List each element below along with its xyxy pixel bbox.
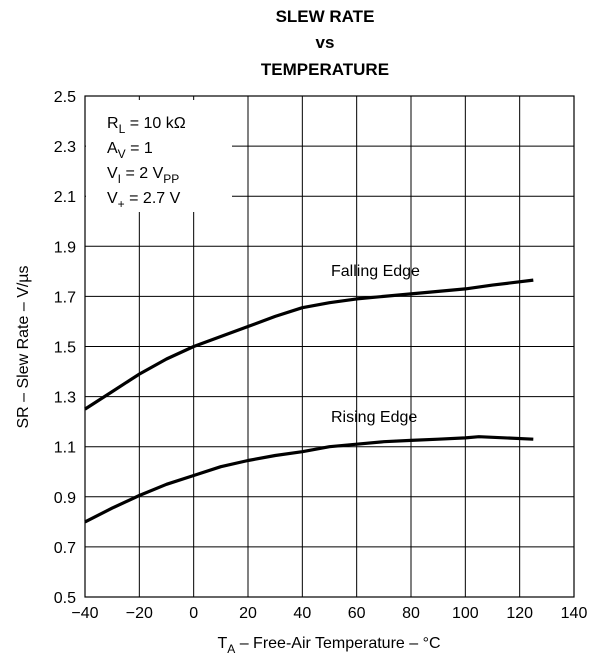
y-tick-label-8: 2.1	[54, 189, 76, 206]
condition-2-symbol: V	[107, 165, 118, 182]
plot-frame	[84, 95, 575, 598]
y-axis-label: SR – Slew Rate – V/µs	[15, 265, 32, 428]
y-tick-label-1: 0.7	[54, 540, 76, 557]
x-axis-label-symbol: T	[217, 635, 227, 652]
y-tick-label-4: 1.3	[54, 390, 76, 407]
condition-3-value: = 2.7 V	[125, 190, 181, 207]
rising-edge-label: Rising Edge	[331, 409, 417, 426]
condition-0-value: = 10 kΩ	[125, 115, 185, 132]
chart-title-line-2: vs	[316, 33, 335, 52]
y-tick-label-3: 1.1	[54, 440, 76, 457]
x-axis-label-text: – Free-Air Temperature – °C	[235, 635, 440, 652]
x-tick-label-8: 120	[506, 605, 533, 622]
x-axis-label-subscript: A	[227, 642, 235, 656]
chart-title-line-1: SLEW RATE	[276, 7, 375, 26]
chart-title: SLEW RATE vs TEMPERATURE	[261, 7, 389, 79]
x-tick-label-2: 0	[189, 605, 198, 622]
x-tick-label-1: −20	[126, 605, 153, 622]
condition-0-symbol: R	[107, 115, 119, 132]
y-tick-label-2: 0.9	[54, 490, 76, 507]
condition-3: V+ = 2.7 V	[107, 190, 181, 211]
condition-2-value: = 2 V	[121, 165, 164, 182]
condition-3-subscript: +	[118, 197, 125, 211]
x-tick-label-9: 140	[561, 605, 588, 622]
condition-1-value: = 1	[126, 140, 153, 157]
condition-2-subscript: I	[118, 172, 121, 186]
x-tick-label-6: 80	[402, 605, 420, 622]
x-tick-label-4: 40	[293, 605, 311, 622]
x-axis-label: TA – Free-Air Temperature – °C	[217, 635, 440, 656]
y-tick-label-10: 2.5	[54, 89, 76, 106]
condition-1-subscript: V	[118, 147, 126, 161]
y-tick-label-7: 1.9	[54, 239, 76, 256]
series-line-rising-edge	[84, 435, 534, 524]
falling-edge-label: Falling Edge	[331, 263, 420, 280]
y-tick-label-9: 2.3	[54, 139, 76, 156]
condition-0-subscript: L	[119, 122, 126, 136]
axis-ticks: −40 −20 0 20 40 60 80 100 120 140 0.5 0.7 0.9 1.1 1.3 1…	[54, 89, 588, 622]
condition-3-symbol: V	[107, 190, 118, 207]
condition-1-symbol: A	[107, 140, 118, 157]
y-tick-label-6: 1.7	[54, 289, 76, 306]
x-tick-label-3: 20	[239, 605, 257, 622]
series-line-falling-edge	[84, 278, 534, 411]
x-tick-label-7: 100	[452, 605, 479, 622]
condition-0: RL = 10 kΩ	[107, 115, 186, 136]
condition-2: VI = 2 VPP	[107, 165, 179, 186]
x-tick-label-0: −40	[71, 605, 98, 622]
x-tick-label-5: 60	[348, 605, 366, 622]
y-tick-label-5: 1.5	[54, 340, 76, 357]
condition-1: AV = 1	[107, 140, 153, 161]
condition-2-unit-subscript: PP	[163, 172, 179, 186]
data-series	[84, 278, 534, 524]
chart-title-line-3: TEMPERATURE	[261, 60, 389, 79]
conditions-box	[86, 100, 232, 212]
y-tick-label-0: 0.5	[54, 590, 76, 607]
